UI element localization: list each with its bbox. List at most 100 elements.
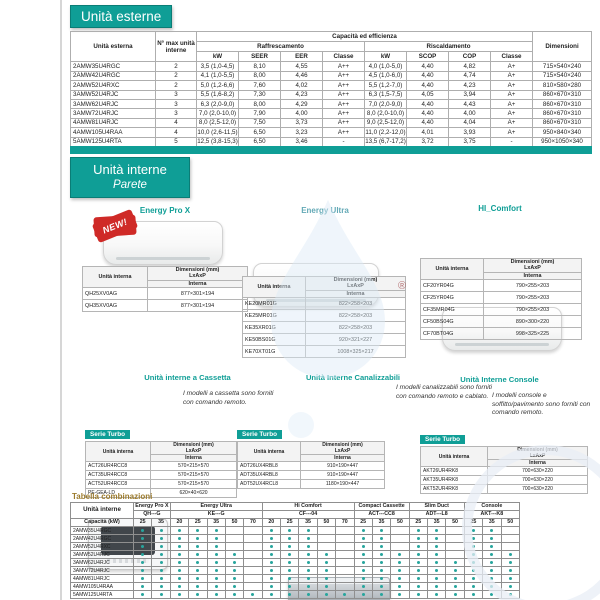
compatibility-dot [324, 568, 328, 572]
table-cell [445, 574, 465, 583]
table-cell [261, 566, 282, 575]
console-table: Unità interna Dimensioni (mm) LxAxP Interna… [420, 446, 588, 494]
table-cell [279, 582, 300, 591]
compatibility-dot [306, 584, 310, 588]
table-cell: - [322, 136, 365, 147]
table-cell [279, 558, 300, 567]
table-row: ADT35UX4RBL8 910×190×447 [237, 470, 385, 480]
table-cell [353, 566, 373, 575]
compatibility-dot [508, 560, 512, 564]
combination-row: 3AMW62U4RJC [70, 558, 520, 567]
table-cell [316, 534, 337, 543]
compatibility-dot [508, 576, 512, 580]
compatibility-dot [288, 536, 292, 540]
compatibility-dot [233, 552, 237, 556]
table-cell [353, 558, 373, 567]
compatibility-dot [196, 584, 200, 588]
compatibility-dot [269, 552, 273, 556]
compatibility-dot [471, 552, 475, 556]
compatibility-dot [435, 584, 439, 588]
compatibility-dot [159, 544, 163, 548]
teal-divider-bar [70, 146, 592, 154]
table-cell: 950×840×340 [532, 127, 592, 138]
compatibility-dot [214, 584, 218, 588]
compatibility-dot [361, 536, 365, 540]
table-cell: 620×40×620 [150, 488, 237, 498]
compatibility-dot [177, 560, 181, 564]
table-cell: 877×301×194 [147, 299, 248, 313]
table-cell: 4AMW105U4RAA [70, 127, 156, 138]
table-cell [224, 534, 245, 543]
compatibility-dot [306, 592, 310, 596]
table-cell: 810×580×280 [532, 80, 592, 91]
compatibility-dot [159, 592, 163, 596]
table-cell [132, 526, 153, 535]
table-cell: A+ [490, 80, 533, 91]
table-cell: A++ [322, 70, 365, 82]
table-cell: 700×630×220 [487, 475, 588, 485]
table-row: AKT52UR4RK8 700×630×220 [420, 484, 588, 494]
table-cell [132, 534, 153, 543]
table-cell [445, 566, 465, 575]
compatibility-dot [324, 592, 328, 596]
table-cell: KE20MR01G [242, 297, 306, 311]
table-cell: Classe [490, 51, 533, 63]
table-cell: 2AMW52U4RXC [70, 542, 134, 551]
table-cell: Classe [322, 51, 365, 63]
table-cell [169, 558, 190, 567]
table-cell: 8,0 (2,5-12,0) [196, 117, 239, 129]
compatibility-dot [380, 576, 384, 580]
compatibility-dot [435, 544, 439, 548]
compatibility-dot [269, 528, 273, 532]
table-cell: 570×215×570 [150, 479, 237, 489]
indoor-tag-line2: Parete [113, 179, 147, 192]
table-cell [390, 574, 410, 583]
table-row: ACT52UR4RCC8 570×215×570 [85, 479, 237, 489]
table-row: ACT26UR4RCC8 570×215×570 [85, 461, 237, 471]
table-cell: Dimensioni (mm) LxAxP [487, 446, 588, 460]
compatibility-dot [380, 560, 384, 564]
compatibility-dot [435, 528, 439, 532]
table-cell: 4,23 [448, 80, 491, 91]
compatibility-dot [269, 584, 273, 588]
ducted-table: Unità interna Dimensioni (mm) LxAxP Interna… [237, 441, 385, 489]
compatibility-dot [306, 560, 310, 564]
table-cell: 35 [482, 518, 502, 527]
compatibility-dot [416, 576, 420, 580]
compatibility-dot [416, 528, 420, 532]
table-cell [371, 582, 392, 591]
table-cell [188, 534, 208, 543]
table-cell: 4,5 (1,0-6,0) [364, 70, 407, 82]
compatibility-dot [306, 568, 310, 572]
table-cell: AKT26UR4RK8 [420, 466, 488, 476]
compatibility-dot [361, 576, 365, 580]
table-cell: 7,90 [238, 108, 281, 119]
table-cell [316, 542, 337, 551]
table-cell: 3,93 [448, 127, 491, 138]
compatibility-dot [159, 528, 163, 532]
compatibility-dot [380, 552, 384, 556]
compatibility-dot [196, 552, 200, 556]
table-cell: ADT26UX4RBL8 [237, 461, 301, 471]
table-cell [390, 558, 410, 567]
compatibility-dot [214, 528, 218, 532]
table-cell [279, 590, 300, 599]
compatibility-dot [177, 584, 181, 588]
table-cell [463, 526, 484, 535]
table-cell: SCOP [406, 51, 449, 63]
table-cell: 50 [500, 518, 520, 527]
table-cell [298, 574, 318, 583]
combination-row: 4AMW81U4RJC [70, 574, 520, 583]
table-cell [132, 550, 153, 559]
table-cell [188, 526, 208, 535]
table-cell: 35 [371, 518, 392, 527]
table-cell: 70 [335, 518, 355, 527]
table-cell: AKT35UR4RK8 [420, 475, 488, 485]
table-cell: 3,5 (1,0-4,5) [196, 61, 239, 72]
combinations-title: Tabella combinazioni [72, 492, 153, 501]
compatibility-dot [141, 560, 145, 564]
table-cell: 25 [279, 518, 300, 527]
table-cell [188, 590, 208, 599]
table-cell [408, 542, 429, 551]
table-cell [188, 574, 208, 583]
